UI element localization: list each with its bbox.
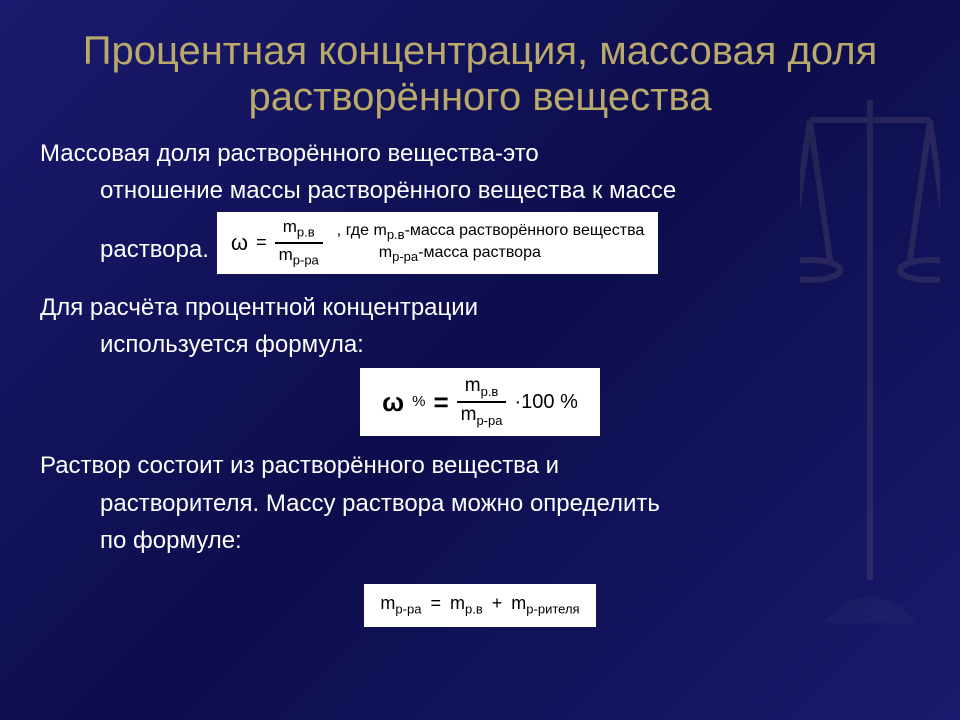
para1-line3-lead: раствора. [100, 212, 209, 265]
formula3-c: m [511, 593, 526, 613]
formula2-frac: mр.в mр-ра [457, 376, 507, 428]
formula1-frac: mр.в mр-ра [275, 218, 323, 267]
para2-line2: используется формула: [40, 329, 920, 360]
formula2-wrap: ω% = mр.в mр-ра ·100 % [40, 368, 920, 436]
formula2-lhs: ω [382, 388, 404, 417]
para3-line2: растворителя. Массу раствора можно опред… [40, 488, 920, 519]
formula2-num: m [465, 375, 481, 396]
formula3-c-sub: р-рителя [526, 601, 579, 616]
para1-line2: отношение массы растворённого вещества к… [40, 175, 920, 206]
para1-line1: Массовая доля растворённого вещества-это [40, 138, 920, 169]
formula1-eq: = [256, 233, 267, 253]
formula1-lhs: ω [231, 231, 248, 255]
formula3-wrap: mр-ра = mр.в + mр-рителя [40, 584, 920, 627]
formula1-def2-sub: р-ра [392, 249, 418, 264]
formula2-box: ω% = mр.в mр-ра ·100 % [360, 368, 600, 436]
formula1-def1-a: m [373, 222, 386, 239]
para3-line3: по формуле: [40, 525, 920, 556]
formula3-a-sub: р-ра [395, 601, 421, 616]
formula3-plus: + [488, 593, 507, 613]
formula3-box: mр-ра = mр.в + mр-рителя [364, 584, 595, 627]
formula1-den: m [279, 245, 293, 264]
formula2-num-sub: р.в [481, 384, 499, 399]
formula3-b-sub: р.в [465, 601, 483, 616]
formula1-den-sub: р-ра [293, 252, 319, 267]
formula1-box: ω = mр.в mр-ра , где mр.в-масса растворё… [217, 212, 658, 273]
formula2-tail: ·100 % [514, 391, 577, 413]
formula2-lhs-sub: % [412, 394, 425, 411]
formula1-num-sub: р.в [297, 225, 315, 240]
formula1-def-prefix: , где [337, 222, 374, 239]
formula3-eq: = [426, 593, 445, 613]
para1-line3-row: раствора. ω = mр.в mр-ра , где mр.в-масс… [40, 212, 920, 273]
formula1-num: m [283, 217, 297, 236]
formula1-def2-b: -масса раствора [418, 244, 541, 261]
formula1-def2-a: m [379, 244, 392, 261]
formula3-a: m [380, 593, 395, 613]
slide-title: Процентная концентрация, массовая доля р… [40, 28, 920, 120]
formula3-b: m [450, 593, 465, 613]
formula1-defs: , где mр.в-масса растворённого вещества … [337, 221, 645, 266]
formula1-def1-b: -масса растворённого вещества [405, 222, 645, 239]
formula2-eq: = [433, 388, 448, 417]
para2-line1: Для расчёта процентной концентрации [40, 292, 920, 323]
para3-line1: Раствор состоит из растворённого веществ… [40, 450, 920, 481]
slide-container: Процентная концентрация, массовая доля р… [0, 0, 960, 661]
formula2-den-sub: р-ра [476, 413, 502, 428]
formula2-den: m [461, 404, 477, 425]
formula1-def1-sub: р.в [387, 227, 405, 242]
